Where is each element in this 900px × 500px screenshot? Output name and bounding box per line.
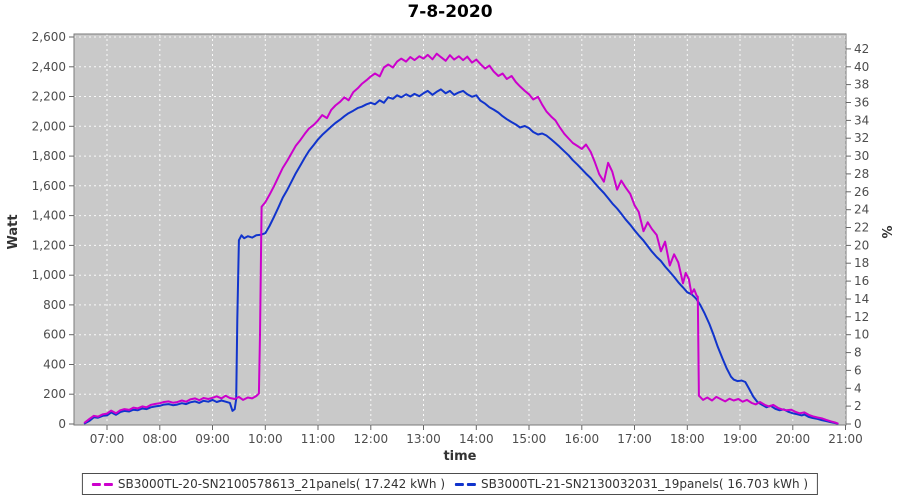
y-axis-label-watt: Watt bbox=[6, 214, 21, 249]
svg-text:4: 4 bbox=[854, 381, 862, 395]
svg-text:0: 0 bbox=[854, 417, 862, 431]
svg-text:13:00: 13:00 bbox=[406, 432, 441, 446]
svg-text:12:00: 12:00 bbox=[354, 432, 389, 446]
svg-text:40: 40 bbox=[854, 60, 869, 74]
svg-text:17:00: 17:00 bbox=[617, 432, 652, 446]
chart-title: 7-8-2020 bbox=[407, 2, 493, 22]
y-axis-label-percent: % bbox=[878, 225, 893, 238]
series-swatch-magenta bbox=[91, 482, 113, 486]
legend-label: SB3000TL-21-SN2130032031_19panels( 16.70… bbox=[481, 477, 809, 491]
svg-text:2,000: 2,000 bbox=[32, 119, 66, 133]
svg-text:42: 42 bbox=[854, 42, 869, 56]
svg-text:32: 32 bbox=[854, 131, 869, 145]
svg-text:800: 800 bbox=[43, 298, 66, 312]
svg-text:15:00: 15:00 bbox=[512, 432, 547, 446]
series-swatch-blue bbox=[455, 482, 476, 486]
svg-text:16: 16 bbox=[854, 274, 869, 288]
tick-marks bbox=[69, 36, 851, 430]
svg-text:12: 12 bbox=[854, 310, 869, 324]
svg-text:28: 28 bbox=[854, 167, 869, 181]
svg-text:2,600: 2,600 bbox=[32, 30, 66, 44]
svg-text:200: 200 bbox=[43, 387, 66, 401]
x-tick-labels: 07:00 08:00 09:00 10:00 11:00 12:00 13:00 14:00… bbox=[90, 432, 863, 446]
svg-text:8: 8 bbox=[854, 346, 862, 360]
svg-text:2: 2 bbox=[854, 399, 862, 413]
svg-text:36: 36 bbox=[854, 96, 869, 110]
svg-text:38: 38 bbox=[854, 78, 869, 92]
svg-text:30: 30 bbox=[854, 149, 869, 163]
svg-text:34: 34 bbox=[854, 113, 869, 127]
svg-text:26: 26 bbox=[854, 185, 869, 199]
svg-text:10:00: 10:00 bbox=[248, 432, 283, 446]
svg-text:14: 14 bbox=[854, 292, 869, 306]
svg-text:11:00: 11:00 bbox=[301, 432, 336, 446]
svg-text:400: 400 bbox=[43, 358, 66, 372]
svg-text:19:00: 19:00 bbox=[723, 432, 758, 446]
svg-text:1,000: 1,000 bbox=[32, 268, 66, 282]
svg-text:20: 20 bbox=[854, 238, 869, 252]
legend-item-inverter-20: SB3000TL-20-SN2100578613_21panels( 17.24… bbox=[91, 477, 445, 491]
svg-text:20:00: 20:00 bbox=[776, 432, 811, 446]
svg-text:18:00: 18:00 bbox=[670, 432, 705, 446]
legend-label: SB3000TL-20-SN2100578613_21panels( 17.24… bbox=[117, 477, 445, 491]
svg-text:1,600: 1,600 bbox=[32, 179, 66, 193]
legend-item-inverter-21: SB3000TL-21-SN2130032031_19panels( 16.70… bbox=[455, 477, 808, 491]
svg-text:10: 10 bbox=[854, 328, 869, 342]
svg-text:2,400: 2,400 bbox=[32, 60, 66, 74]
svg-text:16:00: 16:00 bbox=[565, 432, 600, 446]
svg-text:07:00: 07:00 bbox=[90, 432, 125, 446]
svg-text:24: 24 bbox=[854, 203, 869, 217]
svg-text:1,200: 1,200 bbox=[32, 238, 66, 252]
y-left-tick-labels: 0 200 400 600 800 1,000 1,200 1,400 1,600 1,800 2,… bbox=[32, 30, 66, 431]
svg-text:09:00: 09:00 bbox=[195, 432, 230, 446]
svg-text:14:00: 14:00 bbox=[459, 432, 494, 446]
svg-text:1,800: 1,800 bbox=[32, 149, 66, 163]
plot-area bbox=[74, 34, 846, 425]
svg-text:22: 22 bbox=[854, 221, 869, 235]
gridlines bbox=[74, 34, 846, 425]
svg-text:600: 600 bbox=[43, 328, 66, 342]
svg-text:21:00: 21:00 bbox=[828, 432, 863, 446]
svg-text:2,200: 2,200 bbox=[32, 90, 66, 104]
svg-text:1,400: 1,400 bbox=[32, 209, 66, 223]
series-line-0 bbox=[83, 52, 839, 425]
svg-text:6: 6 bbox=[854, 363, 862, 377]
series-line-1 bbox=[83, 88, 839, 425]
svg-text:08:00: 08:00 bbox=[143, 432, 178, 446]
svg-text:18: 18 bbox=[854, 256, 869, 270]
svg-text:0: 0 bbox=[58, 417, 66, 431]
x-axis-label-time: time bbox=[443, 449, 476, 464]
chart-legend: SB3000TL-20-SN2100578613_21panels( 17.24… bbox=[81, 473, 819, 495]
